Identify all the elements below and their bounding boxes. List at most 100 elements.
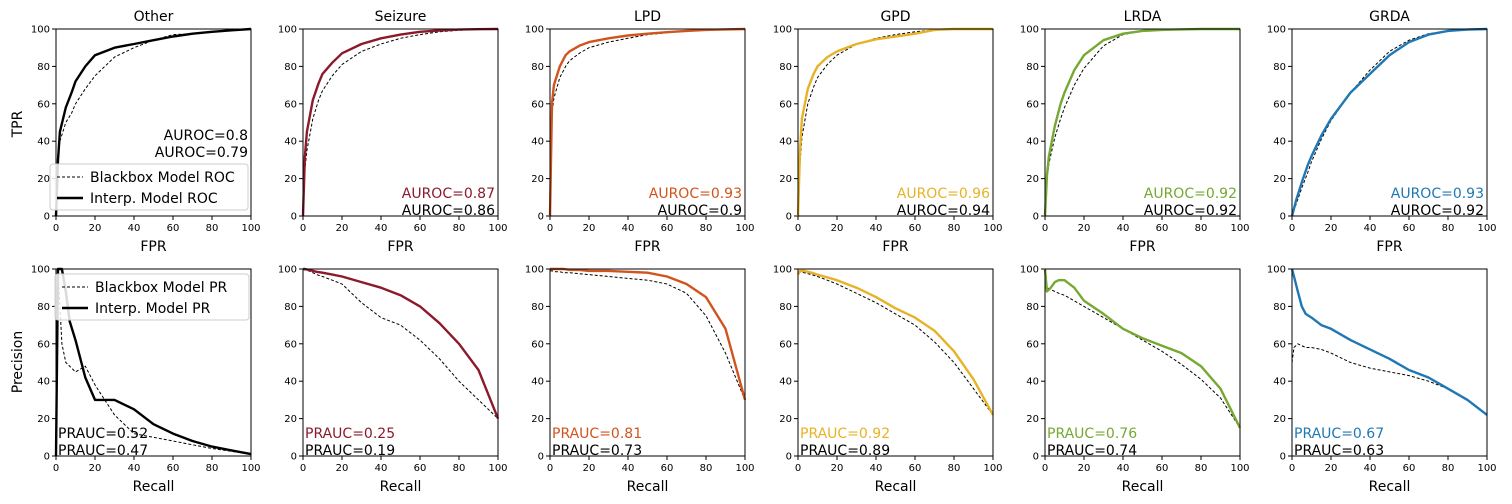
grda-pr-interp-line [1290,268,1488,416]
lpd-pr-interp-metric: PRAUC=0.81 [552,426,642,442]
other-roc-xlabel: FPR [140,239,166,255]
seizure-roc-panel: Seizure 00 20 20 40 40 60 60 80 80 100 100 FPR AUROC=… [278,9,508,255]
lrda-pr-ytick-label: 20 [1026,414,1039,425]
pr-legend-box [54,273,250,321]
lrda-roc-frame [1044,28,1241,217]
lpd-roc-ytick-label: 40 [531,137,544,148]
gpd-roc-panel: GPD 00 20 20 40 40 60 60 80 80 100 100 FPR AUROC=0.96… [773,9,1003,255]
seizure-roc-ytick-label: 20 [284,174,297,185]
other-roc-title: Other [134,9,174,25]
seizure-pr-interp-line [303,267,500,420]
other-pr-interp-metric: PRAUC=0.52 [58,426,148,442]
lrda-roc-ytick-label: 40 [1026,137,1039,148]
grda-roc-xtick-label: 100 [1477,223,1496,234]
lrda-roc-xtick-label: 100 [1230,223,1249,234]
other-pr-xtick-label: 60 [167,463,180,474]
lrda-pr-xtick-label: 100 [1230,463,1249,474]
other-pr-ytick-label: 40 [37,377,50,388]
lrda-pr-ytick-label: 40 [1026,377,1039,388]
lrda-pr-interp-line [1043,268,1242,429]
grda-pr-interp-metric: PRAUC=0.67 [1294,426,1384,442]
other-pr-blackbox-metric: PRAUC=0.47 [58,443,148,459]
grda-pr-blackbox-line [1291,343,1488,416]
lrda-pr-xtick-label: 80 [1195,463,1208,474]
seizure-pr-xtick-label: 100 [488,463,507,474]
seizure-roc-interp-line [301,27,499,217]
other-roc-ytick-label: 20 [37,174,50,185]
seizure-roc-xtick-label: 60 [414,223,427,234]
lrda-pr-panel: 00 20 20 40 40 60 60 80 80 100 100 Recall PRAUC=0.76… [1020,265,1250,496]
other-roc-ytick-label: 0 [44,212,50,223]
lpd-roc-interp-line [548,27,746,217]
grda-roc-ytick-label: 0 [1280,212,1286,223]
seizure-roc-xtick-label: 0 [300,223,306,234]
gpd-roc-ytick-label: 60 [779,99,792,110]
gpd-pr-xtick-label: 100 [983,463,1002,474]
gpd-roc-ytick-label: 20 [779,174,792,185]
roc-legend-box [49,163,249,211]
lrda-roc-blackbox-metric: AUROC=0.92 [1144,203,1237,219]
gpd-pr-xlabel: Recall [875,479,917,495]
gpd-roc-xtick-label: 0 [795,223,801,234]
other-pr-ytick-label: 0 [44,452,50,463]
seizure-pr-frame [302,268,499,457]
lpd-pr-ytick-label: 20 [531,414,544,425]
seizure-roc-blackbox-metric: AUROC=0.86 [402,203,495,219]
gpd-roc-ytick-label: 0 [786,212,792,223]
lrda-pr-ytick-label: 0 [1033,452,1039,463]
gpd-pr-ytick-label: 0 [786,452,792,463]
gpd-pr-ytick-label: 80 [779,302,792,313]
gpd-pr-xtick-label: 0 [795,463,801,474]
gpd-pr-xtick-label: 40 [870,463,883,474]
seizure-roc-xtick-label: 20 [336,223,349,234]
grda-roc-ytick-label: 60 [1273,99,1286,110]
gpd-roc-xtick-label: 80 [948,223,961,234]
other-roc-xtick-label: 60 [167,223,180,234]
grda-pr-ytick-label: 60 [1273,339,1286,350]
lrda-roc-xtick-label: 0 [1042,223,1048,234]
grda-pr-xtick-label: 20 [1325,463,1338,474]
gpd-roc-frame [797,28,994,217]
lrda-pr-ytick-label: 60 [1026,339,1039,350]
grda-roc-xtick-label: 20 [1325,223,1338,234]
other-roc-xtick-label: 40 [128,223,141,234]
grda-roc-panel: GRDA 00 20 20 40 40 60 60 80 80 100 100 FPR AUROC=0.9… [1267,9,1497,255]
lpd-roc-xtick-label: 0 [547,223,553,234]
seizure-roc-xtick-label: 40 [375,223,388,234]
gpd-roc-title: GPD [880,9,910,25]
lrda-pr-interp-metric: PRAUC=0.76 [1047,426,1137,442]
lpd-pr-xtick-label: 80 [700,463,713,474]
gpd-pr-ytick-label: 20 [779,414,792,425]
seizure-roc-xlabel: FPR [387,239,413,255]
lpd-pr-ytick-label: 0 [538,452,544,463]
other-pr-xtick-label: 80 [206,463,219,474]
seizure-pr-ytick-label: 80 [284,302,297,313]
seizure-roc-ytick-label: 60 [284,99,297,110]
grda-pr-xtick-label: 0 [1289,463,1295,474]
lpd-roc-ytick-label: 20 [531,174,544,185]
other-pr-ytick-label: 60 [37,339,50,350]
other-roc-interp-line [54,27,252,217]
other-pr-blackbox-line [55,268,252,457]
seizure-pr-xtick-label: 20 [336,463,349,474]
grda-pr-ytick-label: 0 [1280,452,1286,463]
seizure-pr-xtick-label: 80 [453,463,466,474]
lpd-pr-ytick-label: 60 [531,339,544,350]
other-roc-ytick-label: 100 [31,25,50,36]
lrda-roc-title: LRDA [1124,9,1162,25]
other-roc-xtick-label: 100 [241,223,260,234]
other-roc-ytick-label: 40 [37,137,50,148]
lpd-roc-ytick-label: 80 [531,62,544,73]
pr-row-ylabel: Precision [10,331,26,393]
grda-pr-ytick-label: 40 [1273,377,1286,388]
gpd-pr-xtick-label: 60 [909,463,922,474]
gpd-roc-xtick-label: 20 [831,223,844,234]
seizure-pr-xtick-label: 60 [414,463,427,474]
lpd-pr-frame [549,268,746,457]
other-pr-xtick-label: 100 [241,463,260,474]
lpd-pr-ytick-label: 40 [531,377,544,388]
grda-pr-frame [1291,268,1488,457]
gpd-pr-ytick-label: 60 [779,339,792,350]
lpd-roc-ytick-label: 60 [531,99,544,110]
